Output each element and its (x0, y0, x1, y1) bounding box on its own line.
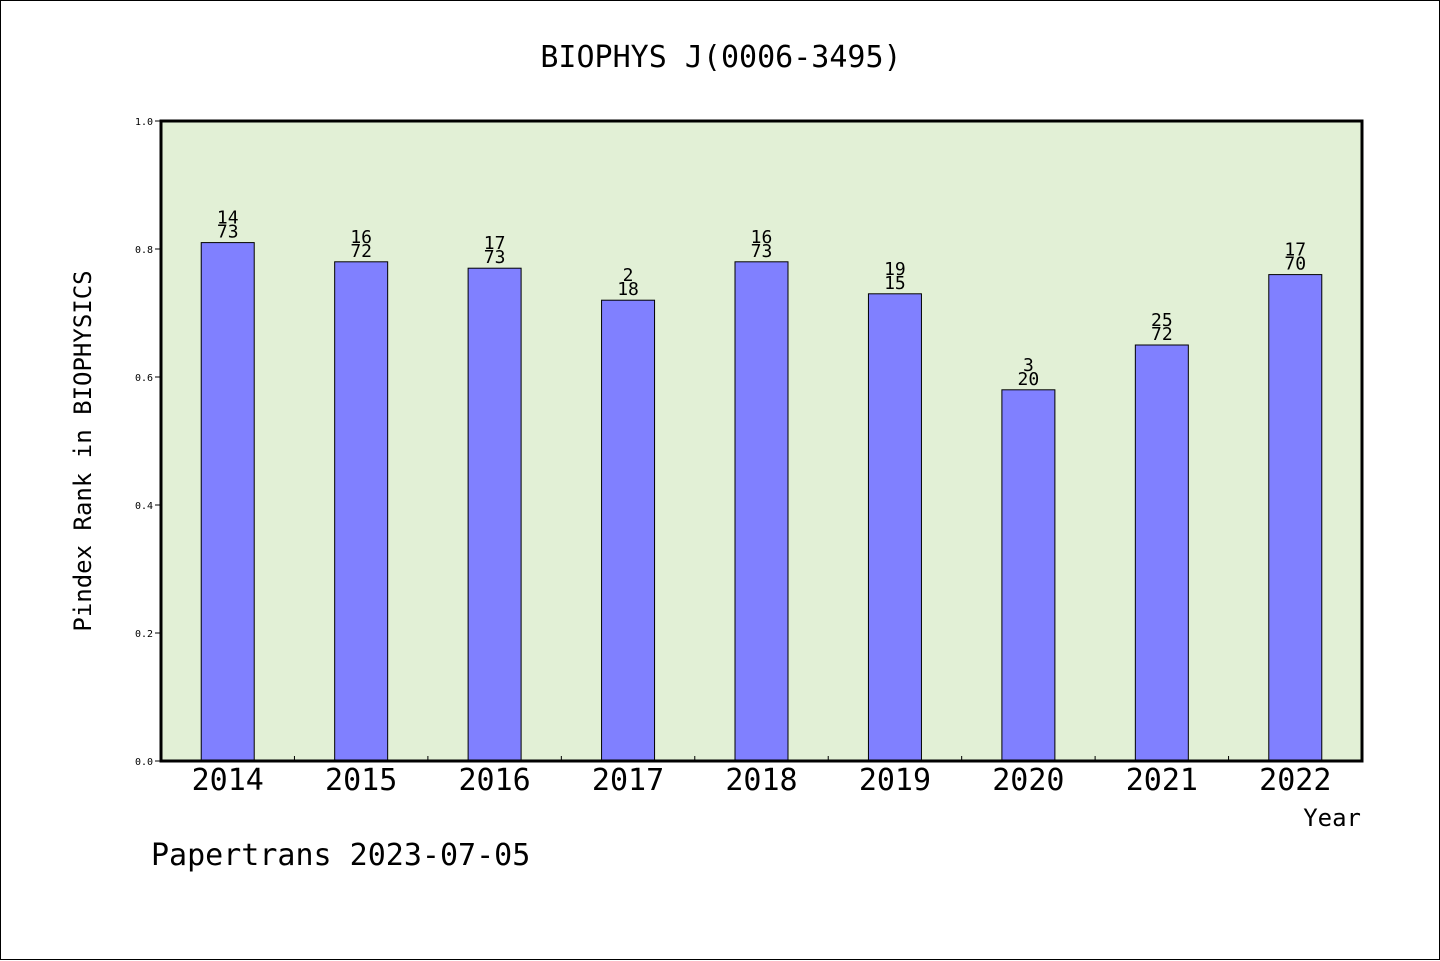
chart-title: BIOPHYS J(0006-3495) (540, 40, 901, 75)
footer-text: Papertrans 2023-07-05 (151, 838, 530, 873)
bar-label-bottom-2017: 18 (617, 279, 639, 300)
x-tick-label-2014: 2014 (192, 763, 264, 798)
bar-label-top-2020: 3 (1023, 355, 1034, 376)
bar-label-bottom-2022: 70 (1284, 254, 1306, 275)
bars-group (200, 242, 1323, 762)
y-tick-label-0.4: 0.4 (135, 501, 153, 512)
bar-2020 (1001, 389, 1056, 762)
x-axis-label: Year (1303, 804, 1361, 832)
bar-label-top-2022: 17 (1284, 240, 1306, 261)
bar-label-bottom-2019: 15 (884, 273, 906, 294)
bar-label-bottom-2016: 73 (484, 247, 506, 268)
bar-2021 (1134, 344, 1189, 762)
x-tick-label-2020: 2020 (992, 763, 1064, 798)
y-tick-label-1.0: 1.0 (135, 117, 153, 128)
bar-2016 (467, 267, 522, 762)
x-tick-label-2019: 2019 (859, 763, 931, 798)
bar-label-top-2018: 16 (751, 227, 773, 248)
bar-2015 (334, 261, 389, 762)
bar-2019 (867, 293, 922, 762)
x-tick-label-2018: 2018 (725, 763, 797, 798)
y-tick-label-0.8: 0.8 (135, 245, 153, 256)
bar-label-bottom-2021: 72 (1151, 324, 1173, 345)
y-axis-label: Pindex Rank in BIOPHYSICS (69, 270, 97, 631)
y-tick-label-0.2: 0.2 (135, 629, 153, 640)
bar-label-top-2017: 2 (623, 265, 634, 286)
bar-label-top-2014: 14 (217, 208, 239, 229)
bar-2022 (1268, 274, 1323, 762)
bar-label-bottom-2020: 20 (1018, 369, 1040, 390)
x-tick-label-2022: 2022 (1259, 763, 1331, 798)
y-tick-label-0.6: 0.6 (135, 373, 153, 384)
bar-label-bottom-2014: 73 (217, 222, 239, 243)
x-tick-label-2021: 2021 (1126, 763, 1198, 798)
bar-label-top-2016: 17 (484, 233, 506, 254)
x-axis: 2014 2015 2016 2017 2018 2019 2020 2021 2022 (192, 756, 1331, 798)
bar-label-bottom-2018: 73 (751, 241, 773, 262)
bar-label-bottom-2015: 72 (350, 241, 372, 262)
x-tick-label-2017: 2017 (592, 763, 664, 798)
bar-label-top-2015: 16 (350, 227, 372, 248)
y-tick-label-0.0: 0.0 (135, 757, 153, 768)
bar-label-top-2019: 19 (884, 259, 906, 280)
bar-2014 (200, 242, 255, 762)
bar-2018 (734, 261, 789, 762)
x-tick-label-2015: 2015 (325, 763, 397, 798)
plot-border (159, 119, 1364, 763)
bar-label-top-2021: 25 (1151, 310, 1173, 331)
y-axis: 0.0 0.2 0.4 0.6 0.8 1.0 (135, 117, 161, 768)
x-tick-label-2016: 2016 (458, 763, 530, 798)
bar-2017 (601, 299, 656, 762)
